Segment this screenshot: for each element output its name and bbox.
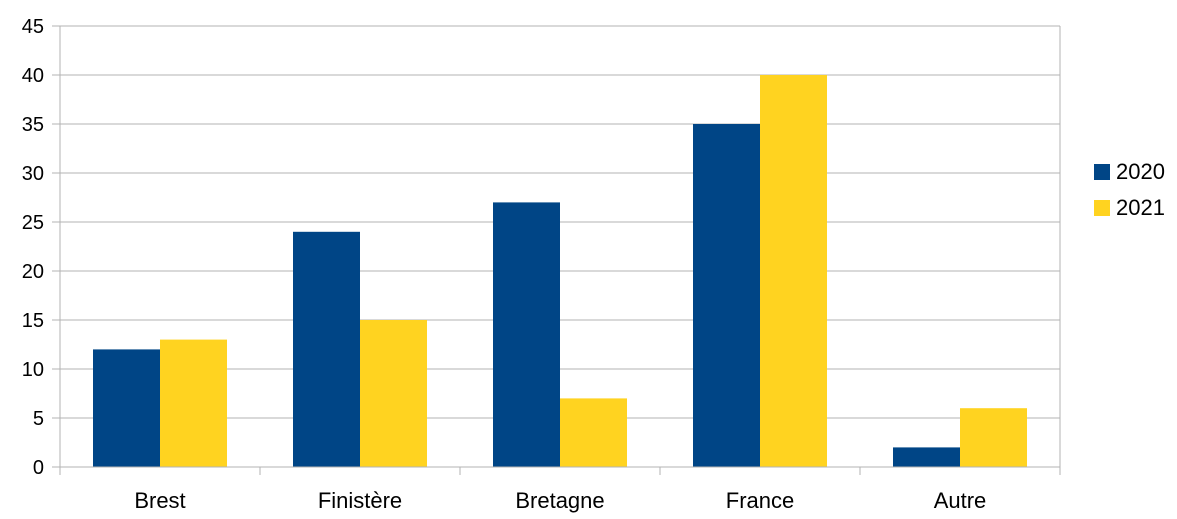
y-tick-label: 5 xyxy=(33,408,44,430)
legend-swatch-2020 xyxy=(1094,164,1110,180)
bar-2021-Autre xyxy=(960,408,1027,467)
axes: 0 5 10 15 20 25 30 35 40 45 Brest Finistère Bretagne… xyxy=(22,16,1061,513)
bar-2020-Autre xyxy=(893,447,960,467)
x-tick-label: Brest xyxy=(134,488,185,513)
y-tick-label: 30 xyxy=(22,163,44,185)
bar-2020-Finistère xyxy=(293,231,360,467)
y-tick-label: 35 xyxy=(22,114,44,136)
bar-2020-France xyxy=(693,124,760,467)
legend-label: 2021 xyxy=(1116,195,1165,220)
y-tick-label: 10 xyxy=(22,359,44,381)
bar-2021-Finistère xyxy=(360,320,427,467)
bar-2020-Bretagne xyxy=(493,202,560,467)
x-tick-label: Finistère xyxy=(318,488,402,513)
y-tick-label: 45 xyxy=(22,16,44,38)
bar-2021-Brest xyxy=(160,339,227,467)
y-tick-label: 40 xyxy=(22,65,44,87)
x-tick-label: France xyxy=(726,488,794,513)
y-tick-label: 25 xyxy=(22,212,44,234)
bar-2020-Brest xyxy=(93,349,160,467)
legend: 2020 2021 xyxy=(1094,159,1165,220)
y-tick-label: 15 xyxy=(22,310,44,332)
legend-swatch-2021 xyxy=(1094,200,1110,216)
bar-2021-France xyxy=(760,75,827,467)
legend-label: 2020 xyxy=(1116,159,1165,184)
bars xyxy=(93,75,1027,467)
y-tick-label: 20 xyxy=(22,261,44,283)
bar-2021-Bretagne xyxy=(560,398,627,467)
x-tick-label: Autre xyxy=(934,488,987,513)
x-tick-label: Bretagne xyxy=(515,488,604,513)
y-tick-label: 0 xyxy=(33,457,44,479)
